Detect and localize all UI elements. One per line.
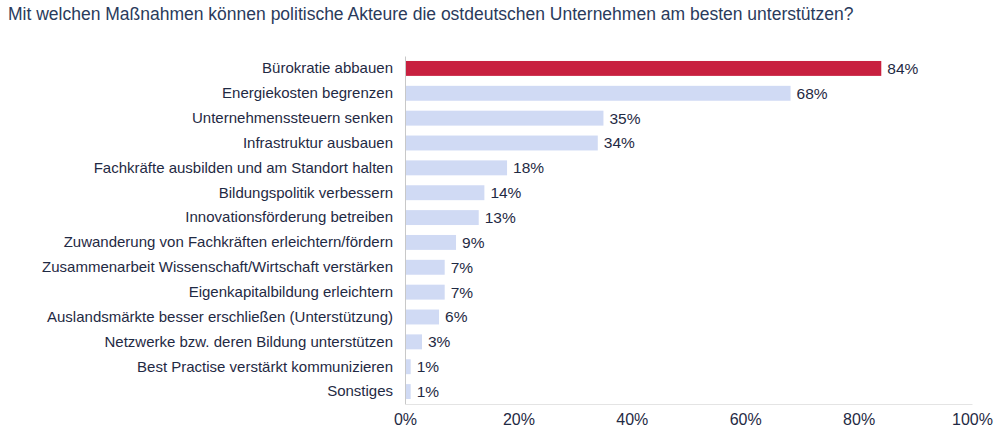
tick-label: 60%: [730, 411, 762, 428]
tick-label: Infrastruktur ausbauen: [243, 134, 393, 151]
tick: 100%: [952, 404, 993, 428]
tick-label: Unternehmenssteuern senken: [192, 109, 393, 126]
bar: [405, 285, 445, 300]
x-axis: 0% 20% 40% 60% 80% 100%: [394, 404, 993, 428]
axis-line: [406, 404, 973, 405]
tick: 80%: [843, 404, 875, 428]
tick: Bildungspolitik verbessern: [219, 184, 405, 201]
bar: [405, 310, 439, 325]
tick-label: Zuwanderung von Fachkräften erleichtern/…: [64, 233, 393, 250]
tick: Infrastruktur ausbauen: [243, 134, 405, 151]
tick-label: Auslandsmärkte besser erschließen (Unter…: [47, 308, 393, 325]
bar: [405, 185, 484, 200]
data-label: 14%: [490, 184, 521, 201]
tick-label: Sonstiges: [327, 382, 393, 399]
tick: Unternehmenssteuern senken: [192, 109, 405, 126]
chart: Mit welchen Maßnahmen können politische …: [0, 0, 1000, 444]
tick: 0%: [394, 404, 417, 428]
tick: Auslandsmärkte besser erschließen (Unter…: [47, 308, 405, 325]
bar: [405, 210, 479, 225]
tick-label: Bildungspolitik verbessern: [219, 184, 393, 201]
tick-label: 20%: [503, 411, 535, 428]
tick-label: Netzwerke bzw. deren Bildung unterstütze…: [105, 333, 394, 350]
tick-label: 100%: [952, 411, 993, 428]
tick: Energiekosten begrenzen: [222, 84, 405, 101]
bar: [405, 136, 598, 151]
tick-label: Bürokratie abbauen: [262, 59, 393, 76]
tick: Best Practise verstärkt kommunizieren: [137, 358, 405, 375]
bar: [405, 334, 422, 349]
data-label: 84%: [887, 60, 918, 77]
data-label: 7%: [451, 284, 474, 301]
tick: 60%: [730, 404, 762, 428]
bar: [405, 235, 456, 250]
tick: Eigenkapitalbildung erleichtern: [189, 283, 405, 300]
tick: 40%: [616, 404, 648, 428]
tick-label: 80%: [843, 411, 875, 428]
tick-label: 40%: [616, 411, 648, 428]
tick-label: Eigenkapitalbildung erleichtern: [189, 283, 393, 300]
bar: [405, 86, 791, 101]
data-label: 9%: [462, 234, 485, 251]
tick-label: Fachkräfte ausbilden und am Standort hal…: [94, 159, 393, 176]
data-label: 1%: [417, 383, 440, 400]
tick: Innovationsförderung betreiben: [185, 208, 405, 225]
tick: 20%: [503, 404, 535, 428]
bars: [405, 61, 881, 399]
axis-line: [405, 57, 406, 405]
tick: Zusammenarbeit Wissenschaft/Wirtschaft v…: [42, 258, 405, 275]
tick-label: 0%: [394, 411, 417, 428]
data-label: 7%: [451, 259, 474, 276]
title: Mit welchen Maßnahmen können politische …: [8, 4, 854, 24]
tick-label: Energiekosten begrenzen: [222, 84, 393, 101]
tick: Fachkräfte ausbilden und am Standort hal…: [94, 159, 405, 176]
data-label: 6%: [445, 308, 468, 325]
y-axis: Bürokratie abbauen Energiekosten begrenze…: [42, 57, 405, 405]
bar: [405, 111, 603, 126]
data-label: 34%: [604, 134, 635, 151]
data-label: 1%: [417, 358, 440, 375]
data-label: 13%: [485, 209, 516, 226]
tick-label: Zusammenarbeit Wissenschaft/Wirtschaft v…: [42, 258, 393, 275]
tick: Bürokratie abbauen: [262, 59, 405, 76]
data-label: 3%: [428, 333, 451, 350]
tick-label: Best Practise verstärkt kommunizieren: [137, 358, 393, 375]
data-label: 18%: [513, 159, 544, 176]
data-label: 68%: [797, 85, 828, 102]
bar: [405, 160, 507, 175]
data-label: 35%: [609, 110, 640, 127]
bar: [405, 260, 445, 275]
tick-label: Innovationsförderung betreiben: [185, 208, 393, 225]
tick: Netzwerke bzw. deren Bildung unterstütze…: [105, 333, 406, 350]
tick: Sonstiges: [327, 382, 405, 399]
tick: Zuwanderung von Fachkräften erleichtern/…: [64, 233, 405, 250]
bar: [405, 61, 881, 76]
